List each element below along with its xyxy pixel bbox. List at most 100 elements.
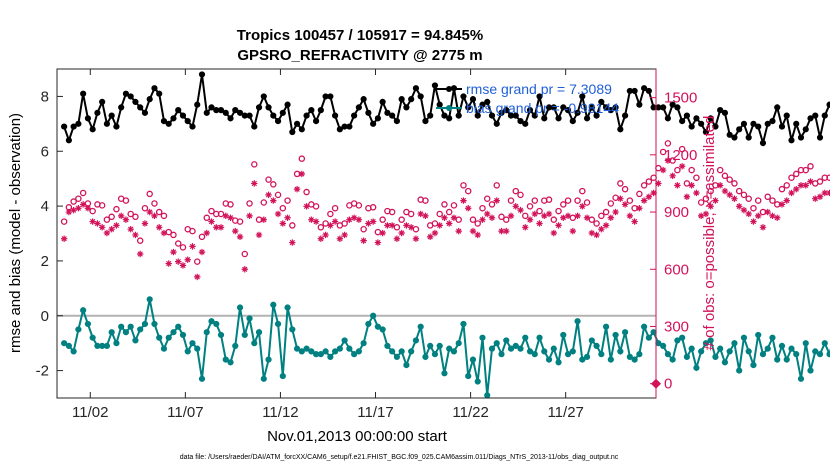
obs-possible-marker bbox=[251, 161, 258, 168]
bias-point bbox=[607, 356, 614, 363]
obs-possible-marker bbox=[740, 191, 748, 199]
rmse-point bbox=[645, 87, 652, 95]
obs-assimilated-marker bbox=[422, 212, 429, 220]
obs-possible-marker bbox=[626, 197, 634, 204]
obs-possible-marker bbox=[70, 198, 77, 205]
rmse-point bbox=[579, 93, 586, 100]
bias-point bbox=[583, 353, 591, 360]
rmse-point bbox=[170, 115, 177, 122]
bias-point bbox=[165, 334, 172, 341]
bias-point bbox=[322, 348, 329, 355]
rmse-point bbox=[255, 104, 263, 111]
obs-assimilated-marker bbox=[650, 189, 657, 197]
obs-assimilated-marker bbox=[369, 218, 377, 225]
bias-point bbox=[274, 320, 282, 328]
bias-point bbox=[203, 329, 210, 336]
bias-point bbox=[517, 345, 524, 352]
bias-point bbox=[70, 348, 77, 355]
bias-point bbox=[797, 375, 805, 382]
obs-possible-marker bbox=[545, 196, 553, 203]
rmse-point bbox=[113, 123, 120, 130]
rmse-point bbox=[664, 115, 671, 122]
bias-point bbox=[127, 323, 134, 330]
rmse-point bbox=[488, 112, 496, 119]
obs-assimilated-marker bbox=[303, 203, 310, 210]
bias-point bbox=[503, 337, 510, 344]
y2-axis-label: # of obs: o=possible; ×=assimilated bbox=[701, 116, 718, 351]
rmse-point bbox=[127, 93, 134, 100]
obs-assimilated-marker bbox=[241, 266, 248, 273]
obs-assimilated-marker bbox=[179, 262, 187, 269]
y-tick-label: 8 bbox=[41, 88, 49, 105]
bias-point bbox=[698, 348, 705, 355]
obs-assimilated-marker bbox=[117, 212, 125, 220]
bias-point bbox=[379, 326, 386, 333]
bias-point bbox=[146, 296, 153, 303]
x-tick-label: 11/12 bbox=[262, 404, 298, 421]
rmse-point bbox=[246, 112, 253, 119]
obs-assimilated-marker bbox=[602, 222, 610, 229]
obs-assimilated-marker bbox=[493, 197, 500, 204]
obs-possible-marker bbox=[60, 218, 68, 225]
obs-possible-marker bbox=[598, 212, 605, 220]
obs-assimilated-marker bbox=[346, 216, 353, 223]
bias-point bbox=[526, 348, 534, 355]
obs-assimilated-marker bbox=[379, 229, 386, 237]
obs-assimilated-marker bbox=[517, 206, 524, 214]
obs-possible-marker bbox=[436, 210, 443, 218]
obs-assimilated-marker bbox=[132, 231, 139, 239]
bias-point bbox=[246, 315, 253, 322]
y2-tick-label: 0 bbox=[664, 376, 672, 393]
obs-possible-marker bbox=[783, 182, 790, 189]
obs-assimilated-marker bbox=[355, 216, 363, 223]
rmse-point bbox=[479, 101, 486, 108]
obs-assimilated-marker bbox=[89, 218, 96, 225]
obs-possible-marker bbox=[331, 204, 339, 212]
obs-assimilated-marker bbox=[612, 208, 619, 216]
obs-possible-marker bbox=[536, 207, 543, 215]
obs-assimilated-marker bbox=[550, 229, 557, 237]
rmse-point bbox=[327, 93, 334, 100]
obs-possible-marker bbox=[754, 197, 762, 204]
rmse-point bbox=[617, 126, 624, 133]
obs-possible-marker bbox=[792, 170, 800, 178]
rmse-point bbox=[612, 104, 619, 111]
bias-point bbox=[412, 337, 420, 344]
y-tick-label: 4 bbox=[41, 198, 49, 215]
obs-possible-marker bbox=[593, 220, 600, 227]
bias-point bbox=[113, 340, 120, 347]
rmse-point bbox=[764, 120, 771, 127]
bias-point bbox=[783, 356, 790, 363]
rmse-point bbox=[118, 104, 125, 111]
bias-point bbox=[389, 348, 396, 355]
bias-point bbox=[712, 353, 719, 360]
rmse-point bbox=[583, 115, 591, 122]
y2-zero-marker bbox=[651, 378, 661, 389]
obs-assimilated-marker bbox=[222, 212, 229, 220]
rmse-point bbox=[793, 120, 800, 127]
obs-assimilated-marker bbox=[479, 216, 486, 223]
obs-assimilated-marker bbox=[156, 224, 163, 231]
obs-assimilated-marker bbox=[778, 201, 786, 208]
rmse-point bbox=[469, 96, 477, 103]
rmse-point bbox=[783, 112, 790, 119]
obs-possible-marker bbox=[579, 187, 586, 195]
bias-point bbox=[270, 301, 277, 308]
bias-point bbox=[170, 329, 177, 336]
obs-assimilated-marker bbox=[716, 182, 724, 189]
bias-point bbox=[61, 340, 68, 347]
obs-possible-marker bbox=[445, 208, 453, 216]
obs-possible-marker bbox=[564, 197, 572, 204]
obs-assimilated-marker bbox=[279, 220, 287, 227]
obs-possible-marker bbox=[764, 193, 771, 201]
obs-possible-marker bbox=[75, 195, 82, 202]
bias-point bbox=[679, 334, 686, 341]
obs-possible-marker bbox=[726, 176, 733, 183]
obs-assimilated-marker bbox=[664, 157, 672, 164]
rmse-point bbox=[812, 112, 819, 119]
legend-rmse-label: rmse grand pr = 7.3089 bbox=[466, 81, 612, 97]
obs-assimilated-marker bbox=[232, 227, 239, 235]
obs-assimilated-marker bbox=[75, 205, 82, 212]
bias-point bbox=[636, 351, 643, 358]
obs-assimilated-marker bbox=[655, 180, 662, 187]
